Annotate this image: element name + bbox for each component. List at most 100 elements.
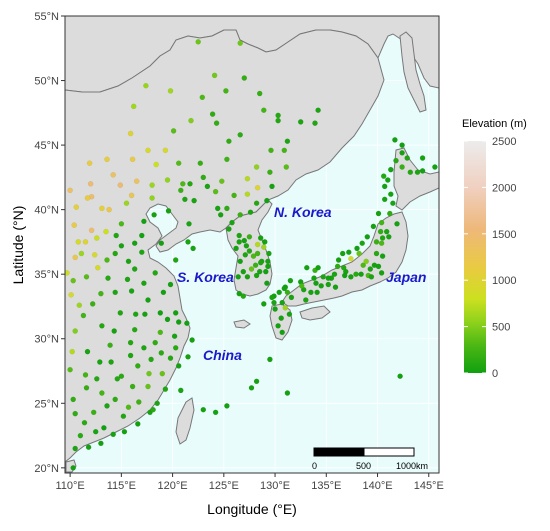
station-point (78, 250, 85, 257)
scale-label-500: 500 (356, 461, 371, 471)
station-point (387, 210, 393, 217)
station-point (83, 385, 90, 391)
station-point (224, 205, 230, 212)
station-point (117, 182, 124, 188)
station-point (267, 169, 273, 175)
station-point (132, 311, 139, 317)
scale-bar-white (363, 447, 415, 457)
station-point (241, 237, 248, 244)
station-point (388, 166, 394, 173)
station-point (236, 239, 242, 245)
station-point (248, 385, 255, 391)
label-south-korea: S. Korea (177, 269, 234, 285)
station-point (247, 209, 254, 215)
station-point (120, 413, 127, 419)
station-point (170, 128, 177, 134)
station-point (315, 264, 321, 271)
station-point (388, 191, 394, 197)
station-point (254, 250, 261, 257)
station-point (99, 390, 105, 396)
station-point (265, 263, 271, 270)
station-point (275, 323, 281, 329)
station-point (105, 275, 111, 281)
station-point (99, 205, 105, 212)
station-point (269, 294, 275, 301)
station-point (178, 387, 184, 394)
station-point (158, 350, 165, 356)
station-point (114, 376, 121, 382)
station-point (353, 271, 359, 277)
station-point (167, 88, 174, 94)
station-point (190, 245, 196, 252)
scale-bar-black (313, 447, 365, 457)
station-point (82, 372, 89, 378)
station-point (211, 72, 218, 79)
station-point (229, 219, 235, 226)
station-point (112, 396, 118, 403)
station-point (399, 150, 405, 156)
station-point (80, 312, 87, 319)
station-point (71, 222, 77, 228)
station-point (164, 177, 171, 183)
station-point (219, 178, 225, 184)
station-point (149, 182, 155, 188)
station-point (253, 272, 260, 279)
elevation-legend: Elevation (m) 2500 2000 1500 1000 500 0 (462, 118, 527, 380)
station-point (223, 88, 229, 94)
station-point (107, 342, 113, 348)
station-point (354, 245, 360, 252)
station-point (381, 183, 388, 190)
station-point (261, 301, 267, 307)
station-point (298, 283, 305, 289)
station-point (164, 316, 171, 323)
station-point (253, 164, 260, 170)
station-point (377, 228, 384, 235)
legend-colorbar (464, 141, 486, 373)
station-point (145, 147, 151, 154)
station-point (139, 249, 145, 255)
station-point (72, 410, 78, 417)
station-point (314, 289, 320, 296)
station-point (269, 183, 275, 190)
station-point (237, 212, 243, 218)
station-point (91, 252, 98, 258)
legend-tick-label: 1000 (492, 275, 516, 287)
station-point (252, 262, 259, 268)
station-point (267, 356, 273, 363)
station-point (136, 399, 142, 405)
station-point (209, 111, 216, 117)
station-point (70, 277, 76, 284)
station-point (256, 268, 263, 275)
station-point (246, 234, 253, 240)
station-point (152, 270, 158, 276)
station-point (72, 445, 78, 452)
station-point (90, 409, 97, 416)
station-point (142, 311, 148, 317)
hokkaido (393, 147, 439, 211)
station-point (157, 329, 164, 336)
station-point (261, 244, 267, 250)
station-point (419, 168, 426, 174)
x-tick-label: 125°E (209, 480, 239, 492)
station-point (152, 339, 158, 346)
station-point (108, 359, 114, 365)
station-point (246, 248, 253, 254)
station-point (149, 195, 155, 201)
station-point (325, 275, 332, 281)
station-point (253, 378, 260, 385)
station-point (359, 240, 365, 246)
station-point (297, 119, 304, 125)
station-point (67, 187, 73, 194)
station-point (110, 431, 116, 438)
station-point (131, 266, 138, 272)
station-point (236, 290, 242, 297)
station-point (264, 280, 270, 286)
station-point (287, 277, 294, 284)
station-point (70, 396, 76, 403)
station-point (217, 212, 224, 218)
station-point (341, 272, 348, 279)
station-point (320, 274, 326, 280)
station-point (127, 339, 134, 346)
station-point (275, 112, 281, 119)
station-point (185, 239, 191, 245)
